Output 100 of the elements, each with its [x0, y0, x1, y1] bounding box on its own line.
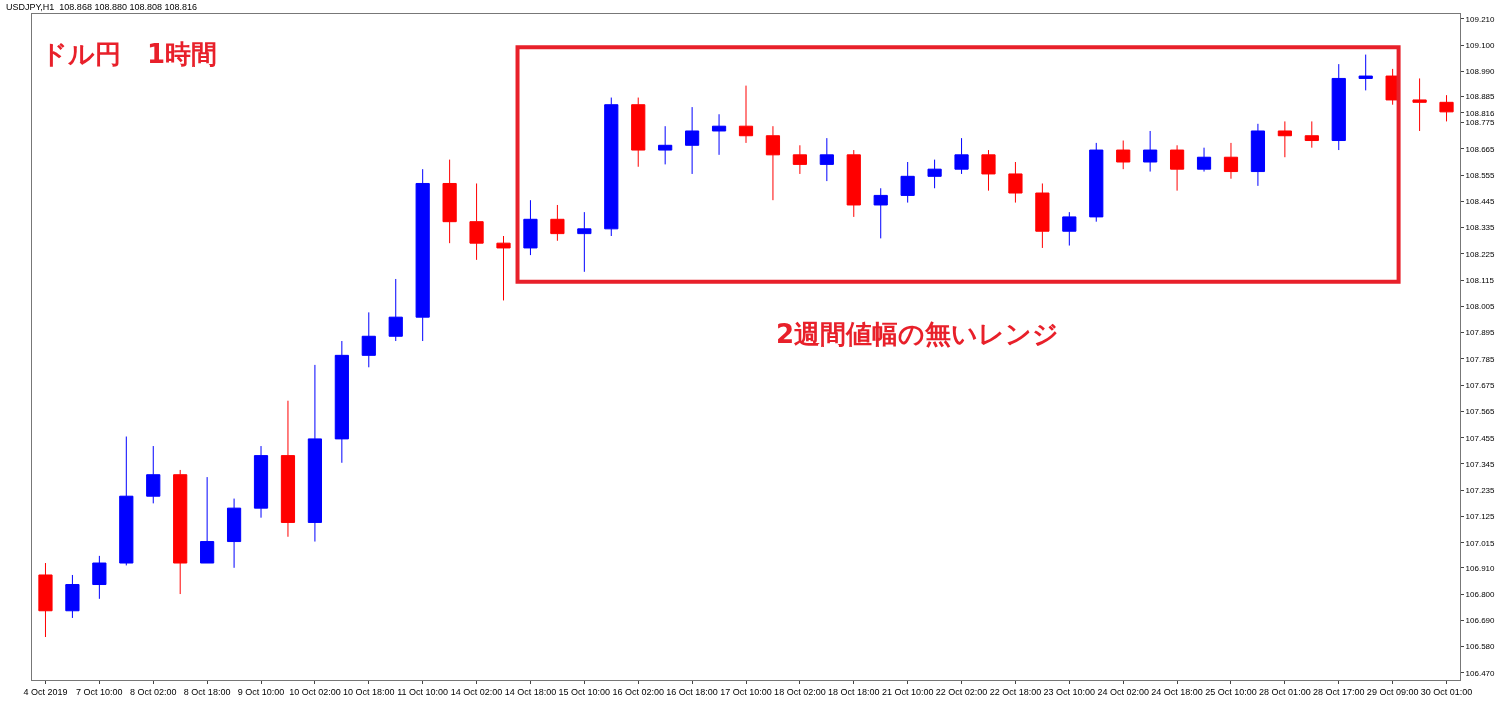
x-tick-label: 4 Oct 2019 [23, 686, 68, 697]
candlestick [38, 562, 53, 638]
candlestick [1250, 123, 1266, 187]
candlestick [280, 400, 296, 538]
candlestick [469, 182, 484, 261]
candlestick [146, 445, 161, 504]
candlestick [658, 125, 673, 165]
candlestick [361, 311, 376, 368]
x-tick-label: 14 Oct 18:00 [504, 686, 557, 697]
candlestick [1062, 211, 1077, 247]
y-tick-label: 108.885 [1465, 92, 1496, 102]
candlestick [1169, 144, 1185, 192]
x-tick-label: 28 Oct 17:00 [1312, 686, 1365, 697]
candlestick [1089, 142, 1104, 223]
candlestick [1331, 63, 1346, 151]
candlestick [173, 469, 188, 595]
x-tick-label: 22 Oct 02:00 [935, 686, 988, 697]
x-tick-label: 17 Oct 10:00 [720, 686, 772, 697]
chart-title: USDJPY,H1 108.868 108.880 108.808 108.816 [6, 1, 197, 12]
x-tick-label: 30 Oct 01:00 [1420, 686, 1473, 697]
candlestick [1116, 140, 1131, 170]
candlestick [334, 340, 349, 464]
candlestick [900, 161, 915, 204]
annotation: 2週間値幅の無いレンジ [776, 319, 1060, 349]
x-tick-label: 11 Oct 10:00 [397, 686, 449, 697]
y-tick-label: 106.800 [1465, 589, 1496, 599]
y-tick-label: 107.455 [1465, 433, 1496, 443]
candlestick [550, 204, 565, 242]
y-tick-label: 106.580 [1465, 642, 1496, 652]
candlestick [1008, 161, 1023, 204]
y-tick-label: 108.445 [1465, 197, 1496, 207]
y-tick-label: 108.225 [1465, 249, 1496, 259]
y-tick-label: 106.910 [1465, 563, 1496, 573]
x-tick-label: 8 Oct 18:00 [183, 686, 231, 697]
y-tick-label: 107.785 [1465, 354, 1496, 364]
x-tick-label: 18 Oct 02:00 [774, 686, 826, 697]
y-tick-label: 108.990 [1465, 67, 1496, 77]
candlestick [1196, 147, 1212, 173]
y-tick-label: 107.235 [1465, 486, 1496, 496]
x-tick-label: 15 Oct 10:00 [558, 686, 611, 697]
y-tick-label: 109.100 [1465, 40, 1496, 50]
candlestick [1412, 77, 1427, 132]
candlestick [738, 85, 754, 144]
candlestick [92, 555, 107, 600]
candlestick [496, 235, 511, 301]
candlestick [846, 149, 861, 218]
x-tick-label: 16 Oct 18:00 [666, 686, 718, 697]
x-tick-label: 22 Oct 18:00 [989, 686, 1042, 697]
candlestick [577, 211, 592, 273]
x-tick-label: 10 Oct 18:00 [343, 686, 395, 697]
candlestick [200, 476, 215, 564]
y-tick-label: 106.470 [1465, 668, 1496, 678]
x-tick-label: 28 Oct 01:00 [1259, 686, 1311, 697]
x-tick-label: 9 Oct 10:00 [237, 686, 285, 697]
x-tick-label: 21 Oct 10:00 [881, 686, 934, 697]
y-tick-label: 107.565 [1465, 407, 1496, 417]
candlestick [415, 168, 430, 342]
candlestick [765, 125, 781, 201]
candlestick [711, 113, 727, 156]
y-tick-label: 106.690 [1465, 616, 1496, 626]
candlestick [1277, 120, 1292, 158]
candlestick [119, 436, 134, 566]
x-tick-label: 25 Oct 10:00 [1205, 686, 1257, 697]
candlestick [685, 106, 700, 175]
x-tick-label: 29 Oct 09:00 [1366, 686, 1419, 697]
x-tick-label: 10 Oct 02:00 [289, 686, 341, 697]
candlestick [1439, 94, 1454, 122]
candlestick [792, 144, 807, 175]
x-tick-label: 8 Oct 02:00 [129, 686, 177, 697]
y-tick-label: 108.816 [1465, 108, 1496, 118]
annotation: ドル円 1時間 [41, 39, 218, 69]
y-tick-label: 108.115 [1465, 275, 1495, 285]
candlestick [1304, 120, 1319, 149]
candlestick [65, 574, 80, 619]
candlestick [226, 498, 242, 569]
candlestick [253, 445, 269, 519]
candlestick [604, 97, 619, 237]
y-tick-label: 108.335 [1465, 223, 1496, 233]
y-tick-label: 107.125 [1465, 512, 1496, 522]
x-tick-label: 7 Oct 10:00 [76, 686, 123, 697]
candlestick [1035, 182, 1050, 249]
candlestick [981, 149, 996, 192]
y-tick-label: 107.015 [1465, 538, 1496, 548]
candlestick [1223, 142, 1239, 180]
candlestick [873, 187, 888, 239]
candlestick [631, 97, 646, 168]
x-tick-label: 18 Oct 18:00 [828, 686, 880, 697]
x-tick-label: 14 Oct 02:00 [450, 686, 503, 697]
y-tick-label: 107.675 [1465, 380, 1496, 390]
y-tick-label: 108.555 [1465, 170, 1496, 180]
candlestick [1358, 54, 1373, 91]
candlestick [442, 159, 457, 244]
candlestick [954, 137, 969, 175]
candlestick [819, 137, 834, 182]
candlestick [388, 278, 403, 342]
y-tick-label: 109.210 [1465, 14, 1496, 24]
x-tick-label: 16 Oct 02:00 [612, 686, 664, 697]
candlestick [523, 199, 538, 256]
y-tick-label: 107.895 [1465, 328, 1496, 338]
x-tick-label: 23 Oct 10:00 [1043, 686, 1096, 697]
